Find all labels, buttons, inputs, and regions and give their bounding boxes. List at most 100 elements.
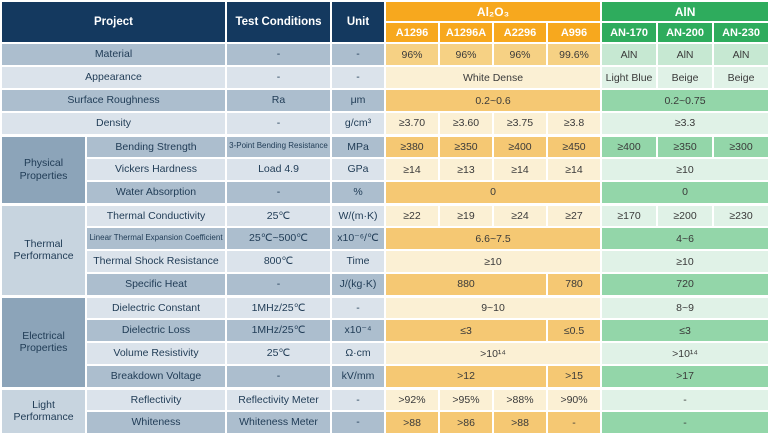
value-cell-aln: 0.2~0.75 [600,88,768,113]
value-cell-aln: >17 [600,364,768,389]
test-condition: - [225,65,332,90]
unit-cell: - [330,65,386,90]
value-cell-alumina: ≥27 [545,202,603,228]
value-cell-alumina: 0.2~0.6 [383,88,603,113]
value-cell-alumina: 780 [545,272,603,297]
test-condition: 25℃~500℃ [225,226,332,251]
row-dielectric-loss: Dielectric Loss 1MHz/25℃ x10⁻⁴ ≤3 ≤0.5 ≤3 [1,318,768,343]
header-row-groups: Project Test Conditions Unit Al₂O₃ AlN [0,0,768,44]
test-condition: 1MHz/25℃ [225,294,332,320]
value-cell-alumina: >88 [384,410,440,435]
value-cell-aln: ≥3.3 [600,111,768,136]
row-label: Dielectric Loss [85,318,227,343]
group-label-electrical-properties: Electrical Properties [0,294,87,389]
row-label: Vickers Hardness [85,157,227,182]
row-label: Surface Roughness [0,88,227,113]
value-cell-alumina: >15 [545,364,603,389]
value-cell-alumina: ≥3.75 [492,111,548,136]
value-cell-alumina: ≥14 [545,157,603,182]
alumina-group-header: Al₂O₃ [383,0,603,23]
test-condition: - [225,364,332,389]
row-label: Material [0,42,227,67]
row-reflectivity: Light Performance Reflectivity Reflectivit… [0,386,768,435]
value-cell-alumina: >10¹⁴ [383,341,603,366]
column-header-an170: AN-170 [600,21,659,44]
row-density: Density - g/cm³ ≥3.70 ≥3.60 ≥3.75 ≥3.8 ≥3.3 [0,111,768,136]
row-specific-heat: Specific Heat - J/(kg·K) 880 780 720 [1,272,768,297]
value-cell-aln: >10¹⁴ [600,341,768,366]
test-condition: 800℃ [225,249,332,274]
value-cell-alumina: 96% [492,42,548,67]
row-label: Breakdown Voltage [85,364,227,389]
unit-cell: Ω·cm [330,341,386,366]
value-cell-aln: ≥230 [712,202,768,228]
row-surface-roughness: Surface Roughness Ra μm 0.2~0.6 0.2~0.75 [0,88,768,113]
column-header-an200: AN-200 [656,21,715,44]
value-cell-aln: AlN [712,42,768,67]
row-label: Volume Resistivity [85,341,227,366]
value-cell-alumina: ≥13 [438,157,494,182]
value-cell-alumina: >12 [384,364,548,389]
value-cell-aln: ≤3 [600,318,768,343]
value-cell-aln: ≥170 [600,202,659,228]
group-label-physical-properties: Physical Properties [0,133,87,205]
value-cell-alumina: White Dense [383,65,603,90]
test-condition: 25℃ [225,202,332,228]
test-condition: Reflectivity Meter [225,386,332,412]
unit-cell: % [330,180,386,205]
value-cell-aln: 4~6 [600,226,768,251]
row-vickers-hardness: Vickers Hardness Load 4.9 GPa ≥14 ≥13 ≥14 ≥14 ≥… [1,157,768,182]
unit-cell: - [330,410,386,435]
group-label-thermal-performance: Thermal Performance [0,202,87,297]
unit-cell: - [330,386,386,412]
value-cell-alumina: >95% [438,386,494,412]
unit-cell: g/cm³ [330,111,386,136]
value-cell-alumina: ≤3 [384,318,548,343]
value-cell-alumina: >92% [384,386,440,412]
value-cell-aln: 720 [600,272,768,297]
test-condition: 25℃ [225,341,332,366]
column-header-a2296: A2296 [492,21,548,44]
unit-cell: x10⁻⁶/℃ [330,226,386,251]
column-header-an230: AN-230 [712,21,768,44]
row-label: Water Absorption [85,180,227,205]
value-cell-alumina: - [545,410,603,435]
value-cell-aln: ≥400 [600,133,659,159]
value-cell-alumina: ≥400 [492,133,548,159]
value-cell-aln: Beige [712,65,768,90]
test-condition: - [225,272,332,297]
value-cell-alumina: 96% [438,42,494,67]
group-label-light-performance: Light Performance [0,386,87,435]
row-thermal-conductivity: Thermal Performance Thermal Conductivity 2… [0,202,768,297]
row-label: Linear Thermal Expansion Coefficient [85,226,227,251]
value-cell-alumina: ≥3.8 [545,111,603,136]
test-condition: 3-Point Bending Resistance [225,133,332,159]
test-conditions-header: Test Conditions [225,0,332,44]
row-thermal-shock-resistance: Thermal Shock Resistance 800℃ Time ≥10 ≥10 [1,249,768,274]
value-cell-alumina: ≥380 [384,133,440,159]
row-label: Dielectric Constant [85,294,227,320]
row-material: Material - -96% 96% 96% 99.6% AlN AlN AlN [0,42,768,67]
value-cell-alumina: 9~10 [383,294,603,320]
aln-group-header: AlN [600,0,768,23]
value-cell-alumina: ≥24 [492,202,548,228]
row-label: Thermal Shock Resistance [85,249,227,274]
test-condition: Whiteness Meter [225,410,332,435]
test-condition: Ra [225,88,332,113]
value-cell-aln: 8~9 [600,294,768,320]
unit-cell: μm [330,88,386,113]
value-cell-aln: ≥10 [600,249,768,274]
value-cell-alumina: ≥3.70 [384,111,440,136]
value-cell-alumina: ≥22 [384,202,440,228]
row-volume-resistivity: Volume Resistivity 25℃ Ω·cm >10¹⁴ >10¹⁴ [1,341,768,366]
row-label: Density [0,111,227,136]
unit-cell: Time [330,249,386,274]
unit-cell: - [330,294,386,320]
value-cell-alumina: 96% [384,42,440,67]
unit-header: Unit [330,0,386,44]
value-cell-alumina: 0 [383,180,603,205]
row-appearance: Appearance - - White Dense Light Blue Beige Be… [0,65,768,90]
value-cell-aln: ≥350 [656,133,715,159]
value-cell-alumina: 99.6% [545,42,603,67]
